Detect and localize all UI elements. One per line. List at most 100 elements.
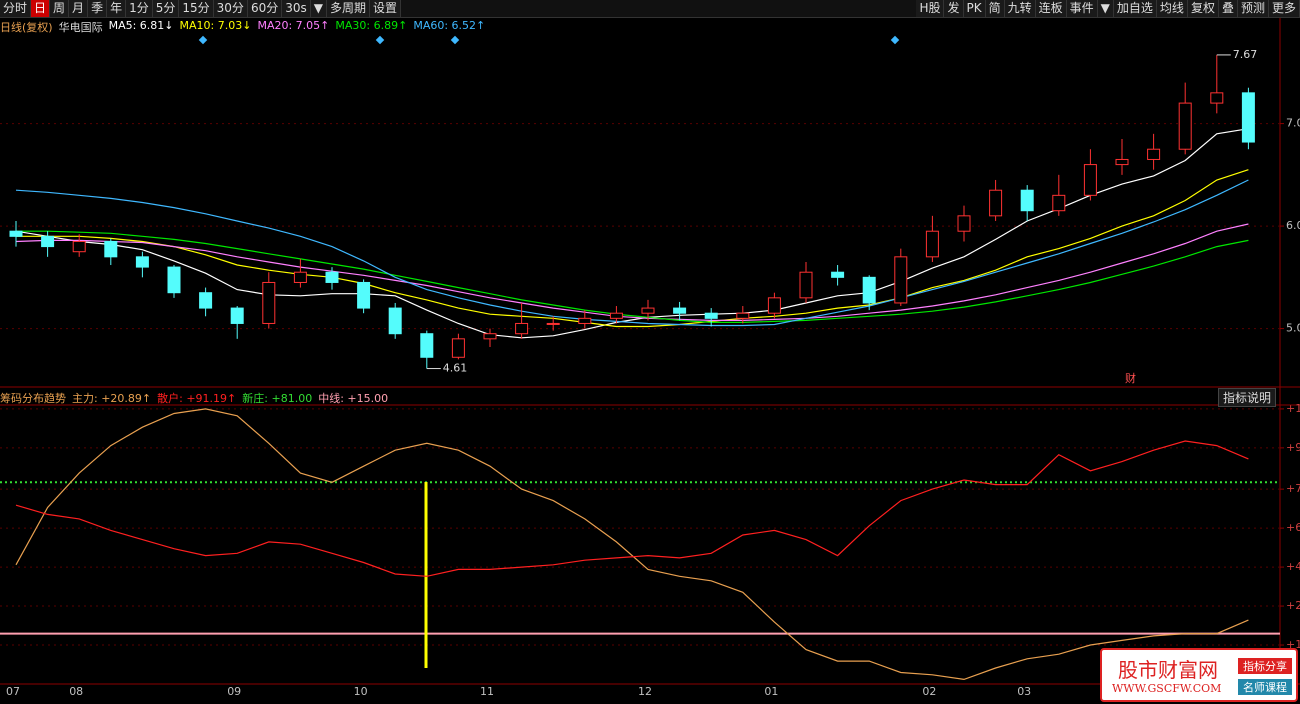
- series-line: [15, 179, 1249, 327]
- toolbar-button[interactable]: 发: [944, 0, 964, 17]
- toolbar-button[interactable]: 日: [31, 0, 51, 17]
- event-marker: [450, 35, 460, 45]
- toolbar: 分时日周月季年 1分 5分 15分 30分 60分 30s ▼ 多周期 设置 H股发 PK 简九转 连板…: [0, 0, 1300, 18]
- x-tick-label: 01: [764, 685, 778, 698]
- candle-body: [862, 276, 876, 304]
- toolbar-button[interactable]: 1分: [126, 0, 153, 17]
- candle-body: [673, 307, 687, 314]
- toolbar-button[interactable]: PK: [963, 0, 986, 17]
- toolbar-button[interactable]: 复权: [1187, 0, 1219, 17]
- candle-body: [641, 307, 655, 314]
- candle-body: [325, 271, 339, 283]
- toolbar-button[interactable]: 季: [88, 0, 108, 17]
- candle-body: [546, 322, 560, 325]
- candle-body: [1210, 92, 1224, 104]
- candle-body: [72, 240, 86, 253]
- candle-body: [515, 322, 529, 335]
- toolbar-button[interactable]: 连板: [1035, 0, 1067, 17]
- y-tick-label: 6.00: [1286, 219, 1300, 232]
- y-tick-label: +10: [1286, 638, 1300, 651]
- candle-body: [420, 333, 434, 358]
- toolbar-button[interactable]: 预测: [1237, 0, 1269, 17]
- legend-subtitle: 华电国际: [58, 21, 103, 34]
- series-line: [15, 128, 1249, 339]
- candle-body: [831, 271, 845, 278]
- toolbar-button[interactable]: 叠: [1218, 0, 1238, 17]
- event-label: 财: [1125, 371, 1136, 385]
- legend-entry: MA5: 6.81↓: [108, 19, 174, 32]
- series-line: [15, 223, 1249, 321]
- toolbar-button[interactable]: 多周期: [326, 0, 370, 17]
- toolbar-button[interactable]: 九转: [1004, 0, 1036, 17]
- y-tick-label: +78: [1286, 482, 1300, 495]
- toolbar-button[interactable]: ▼: [310, 0, 327, 17]
- watermark: 股市财富网 WWW.GSCFW.COM 指标分享 名师课程: [1100, 648, 1298, 702]
- candle-body: [9, 230, 23, 237]
- y-tick-label: +27: [1286, 599, 1300, 612]
- toolbar-button[interactable]: ▼: [1097, 0, 1114, 17]
- candle-body: [1115, 158, 1129, 166]
- toolbar-button[interactable]: 15分: [179, 0, 214, 17]
- candle-body: [894, 256, 908, 304]
- series-line: [15, 408, 1249, 681]
- y-tick-label: +61: [1286, 521, 1300, 534]
- toolbar-right: H股发 PK 简九转 连板 事件 ▼ 加自选 均线 复权叠预测 更多: [916, 0, 1300, 17]
- toolbar-button[interactable]: 事件: [1066, 0, 1098, 17]
- toolbar-button[interactable]: 周: [50, 0, 70, 17]
- toolbar-button[interactable]: 加自选: [1113, 0, 1157, 17]
- series-line: [15, 440, 1249, 577]
- toolbar-button[interactable]: 年: [107, 0, 127, 17]
- candle-body: [167, 266, 181, 294]
- toolbar-button[interactable]: 均线: [1156, 0, 1188, 17]
- candle-body: [483, 333, 497, 340]
- toolbar-button[interactable]: 30s: [282, 0, 311, 17]
- indicator-button[interactable]: 指标说明: [1218, 388, 1277, 407]
- toolbar-left: 分时日周月季年 1分 5分 15分 30分 60分 30s ▼ 多周期 设置: [0, 0, 402, 17]
- toolbar-button[interactable]: 设置: [370, 0, 402, 17]
- watermark-tag: 指标分享: [1238, 658, 1292, 674]
- indicator-legend: 筹码分布趋势 主力: +20.89↑ 散户: +91.19↑ 新庄: +81.00 中线…: [0, 390, 388, 406]
- candle-body: [925, 230, 939, 258]
- series-line: [16, 230, 1249, 323]
- y-tick-label: +96: [1286, 441, 1300, 454]
- x-tick-label: 09: [227, 685, 241, 698]
- candle-body: [388, 307, 402, 335]
- toolbar-button[interactable]: 简: [985, 0, 1005, 17]
- annotation-label: 4.61: [443, 362, 468, 375]
- event-marker: [890, 35, 900, 45]
- legend-title: 筹码分布趋势: [0, 392, 66, 405]
- legend-entry: 中线: +15.00: [318, 392, 389, 405]
- toolbar-button[interactable]: 分时: [0, 0, 32, 17]
- candle-body: [1178, 102, 1192, 150]
- watermark-name: 股市财富网: [1118, 658, 1218, 682]
- x-tick-label: 08: [69, 685, 83, 698]
- legend-entry: MA20: 7.05↑: [257, 19, 330, 32]
- event-marker: [198, 35, 208, 45]
- x-tick-label: 02: [922, 685, 936, 698]
- candle-body: [1147, 148, 1161, 160]
- candle-body: [704, 312, 718, 319]
- toolbar-button[interactable]: 月: [69, 0, 89, 17]
- annotation-label: 7.67: [1233, 48, 1258, 61]
- toolbar-button[interactable]: 更多: [1268, 0, 1300, 17]
- watermark-url: WWW.GSCFW.COM: [1112, 682, 1222, 695]
- toolbar-button[interactable]: H股: [916, 0, 945, 17]
- x-tick-label: 12: [638, 685, 652, 698]
- toolbar-button[interactable]: 5分: [152, 0, 180, 17]
- toolbar-button[interactable]: 30分: [213, 0, 248, 17]
- candle-body: [41, 235, 55, 248]
- candle-body: [609, 312, 623, 319]
- candle-body: [357, 281, 371, 309]
- legend-entry: MA10: 7.03↓: [179, 19, 252, 32]
- candle-body: [1241, 92, 1255, 143]
- candle-body: [262, 281, 276, 324]
- candle-body: [578, 317, 592, 324]
- legend-entry: 主力: +20.89↑: [72, 392, 152, 405]
- candle-body: [135, 256, 149, 268]
- candle-body: [199, 292, 213, 309]
- candle-body: [957, 215, 971, 232]
- legend-title: 日线(复权): [0, 21, 53, 34]
- toolbar-button[interactable]: 60分: [247, 0, 283, 17]
